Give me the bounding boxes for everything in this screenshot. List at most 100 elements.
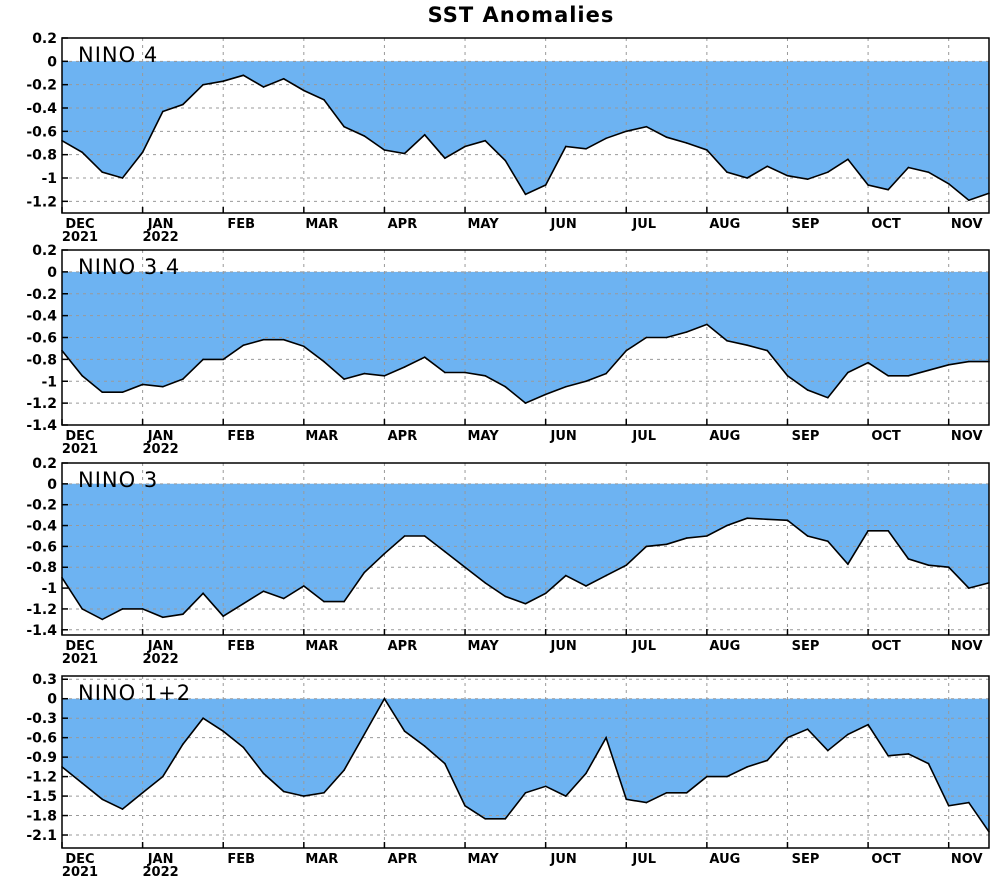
data-point (162, 775, 164, 778)
x-tick-label: APR (388, 217, 418, 232)
data-point (101, 798, 104, 801)
data-point (625, 798, 628, 801)
data-point (282, 790, 285, 793)
x-tick-label: OCT (871, 639, 901, 654)
data-point (464, 805, 466, 807)
data-point (101, 391, 104, 394)
data-point (182, 613, 184, 615)
y-tick-label: -0.3 (26, 711, 57, 727)
data-point (484, 375, 487, 377)
data-point (524, 402, 527, 404)
x-tick-label: DEC (65, 429, 94, 444)
data-point (605, 574, 607, 577)
data-point (927, 762, 930, 765)
data-point (706, 535, 708, 537)
anomaly-area (62, 698, 989, 832)
data-point (565, 795, 567, 797)
x-tick-label: NOV (951, 429, 983, 444)
data-point (383, 375, 386, 377)
data-point (887, 755, 889, 757)
data-point (524, 193, 527, 196)
x-year-label: 2022 (143, 865, 179, 880)
data-point (746, 344, 748, 347)
panel-nino-3-4: 0.2 0 -0.2 -0.4 -0.6 -0.8 -1 -1.2 -1.4 DEC JAN FEB M… (26, 243, 990, 457)
data-point (625, 349, 628, 352)
y-tick-label: -1.5 (26, 789, 57, 805)
x-tick-label: JAN (147, 639, 174, 654)
data-point (403, 730, 406, 732)
data-point (625, 130, 628, 133)
data-point (524, 602, 527, 605)
x-tick-label: OCT (871, 217, 901, 232)
data-point (544, 184, 547, 186)
data-point (544, 393, 547, 396)
data-point (706, 149, 708, 151)
data-point (685, 537, 688, 539)
data-point (242, 746, 245, 749)
data-point (202, 358, 204, 361)
data-point (947, 805, 950, 807)
plot-frame (61, 462, 990, 636)
x-tick-label: APR (388, 429, 418, 444)
data-point (806, 535, 809, 537)
data-point (81, 375, 83, 377)
data-point (786, 736, 789, 739)
data-point (847, 371, 849, 374)
x-tick-label: MAY (467, 639, 499, 654)
data-point (706, 775, 708, 778)
y-tick-label: 0 (47, 54, 57, 70)
panel-label: NINO 4 (78, 43, 158, 67)
x-tick-label: JAN (147, 217, 174, 232)
data-point (343, 378, 345, 380)
data-point (141, 792, 144, 794)
data-point (565, 385, 567, 388)
data-point (947, 364, 950, 366)
data-point (585, 148, 587, 150)
y-tick-label: 0.2 (32, 456, 57, 472)
y-tick-label: -1 (41, 374, 57, 390)
data-point (806, 728, 809, 730)
data-point (403, 366, 406, 368)
chart-title: SST Anomalies (427, 3, 615, 27)
data-point (968, 587, 970, 589)
data-point (182, 743, 184, 745)
y-tick-label: 0 (47, 477, 57, 493)
data-point (806, 178, 809, 180)
y-tick-label: -1.2 (26, 396, 57, 412)
data-point (282, 338, 285, 341)
data-point (363, 372, 366, 375)
y-tick-label: -1 (41, 581, 57, 597)
data-point (423, 535, 426, 537)
data-point (947, 566, 950, 568)
data-point (585, 585, 587, 587)
data-point (141, 151, 144, 154)
y-tick-label: -0.2 (26, 78, 57, 94)
data-point (786, 519, 789, 522)
plot-frame (61, 675, 990, 849)
data-point (242, 74, 245, 77)
data-point (685, 142, 688, 144)
data-point (907, 166, 910, 169)
data-point (423, 745, 426, 747)
x-tick-label: MAR (305, 217, 338, 232)
data-point (685, 792, 688, 794)
data-point (444, 762, 446, 765)
x-tick-label: APR (388, 639, 418, 654)
y-tick-label: 0.2 (32, 31, 57, 47)
data-point (121, 608, 124, 610)
panel-label: NINO 1+2 (78, 681, 191, 705)
x-tick-label: DEC (65, 639, 94, 654)
panel-nino-4: 0.2 0 -0.2 -0.4 -0.6 -0.8 -1 -1.2 DEC JAN FEB MAR AP… (26, 31, 990, 245)
x-tick-label: SEP (792, 217, 820, 232)
data-point (162, 110, 164, 113)
data-point (766, 165, 769, 168)
data-point (867, 361, 869, 364)
data-point (968, 360, 970, 363)
data-point (121, 808, 124, 810)
data-point (585, 380, 587, 383)
data-point (242, 602, 245, 605)
y-tick-label: -0.6 (26, 539, 57, 555)
anomaly-area (62, 61, 989, 201)
data-point (786, 174, 789, 177)
data-point (665, 136, 668, 138)
